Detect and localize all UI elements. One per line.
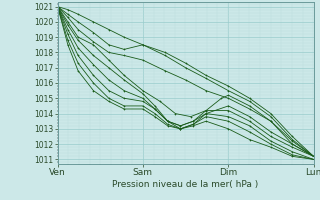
X-axis label: Pression niveau de la mer( hPa ): Pression niveau de la mer( hPa ) xyxy=(112,180,259,189)
